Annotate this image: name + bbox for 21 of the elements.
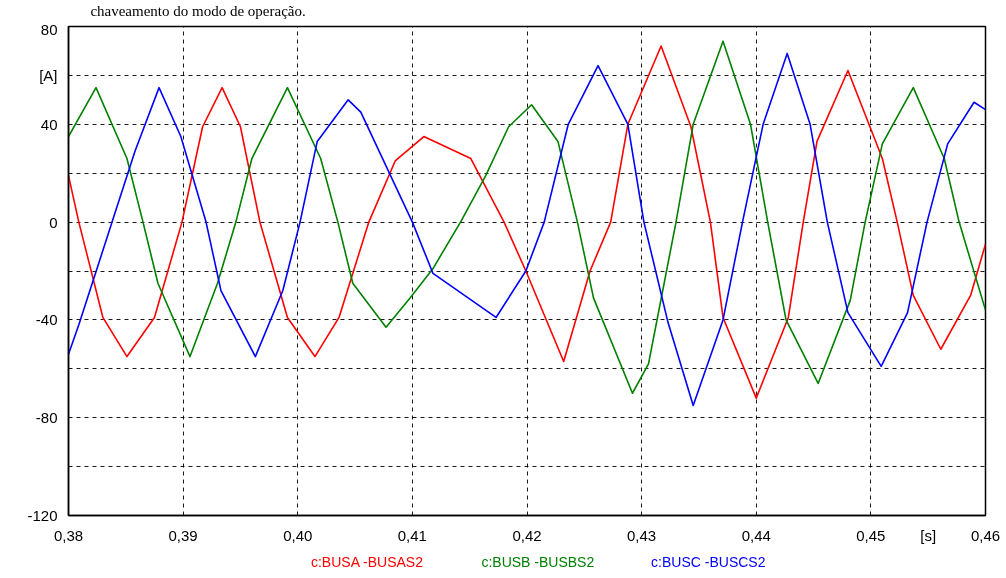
y-tick-label: -80 (35, 409, 58, 427)
x-tick-label: 0,44 (741, 526, 771, 544)
y-tick-label: 80 (40, 20, 58, 38)
x-tick-label: 0,43 (627, 526, 657, 544)
x-tick-label: 0,45 (856, 526, 886, 544)
x-tick-label: 0,38 (53, 526, 84, 544)
y-tick-label: 40 (40, 115, 58, 133)
text: chaveamento do modo de operação. (90, 2, 306, 19)
text: c:BUSA -BUSAS2 (310, 553, 424, 570)
y-tick-label: -40 (35, 311, 58, 329)
x-tick-label: 0,41 (397, 526, 427, 544)
y-tick-label: 0 (49, 213, 58, 231)
text: c:BUSC -BUSCS2 (651, 553, 766, 570)
y-tick-label: [A] (39, 66, 58, 84)
x-tick-label: 0,46 (970, 526, 1001, 544)
x-axis-title: [s] (920, 526, 937, 544)
x-tick-label: 0,42 (512, 526, 542, 544)
x-tick-label: 0,39 (168, 526, 198, 544)
text: c:BUSB -BUSBS2 (481, 553, 595, 570)
x-tick-label: 0,40 (283, 526, 313, 544)
y-tick-label: -120 (27, 507, 58, 524)
